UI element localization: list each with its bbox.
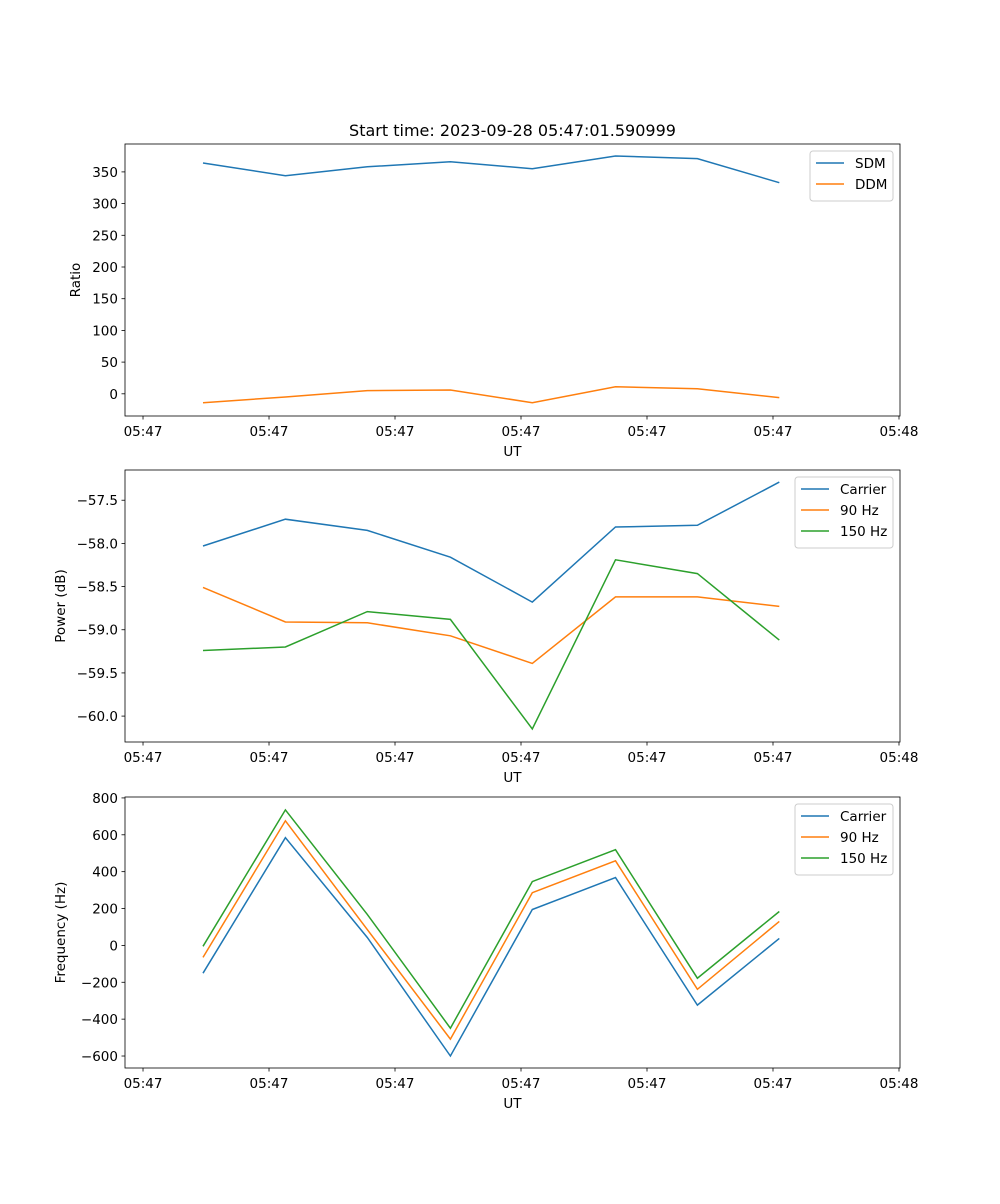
series-line-carrier xyxy=(202,481,780,604)
x-tick-label: 05:48 xyxy=(880,424,919,440)
series-line-sdm xyxy=(202,155,780,184)
x-tick-label: 05:47 xyxy=(376,750,415,766)
y-tick-label: 400 xyxy=(92,865,118,881)
chart-title: Start time: 2023-09-28 05:47:01.590999 xyxy=(349,121,676,140)
y-tick-label: 350 xyxy=(92,165,118,181)
y-tick-label: 250 xyxy=(92,228,118,244)
y-tick-label: 300 xyxy=(92,197,118,213)
x-tick-label: 05:47 xyxy=(754,1076,793,1092)
y-tick-label: 100 xyxy=(92,323,118,339)
x-axis-label: UT xyxy=(503,444,522,460)
y-tick-label: −59.0 xyxy=(77,623,118,639)
y-tick-label: −58.5 xyxy=(77,580,118,596)
series-line-150-hz xyxy=(202,558,780,731)
x-tick-label: 05:47 xyxy=(628,424,667,440)
y-tick-label: 150 xyxy=(92,292,118,308)
legend-label: SDM xyxy=(855,156,886,172)
axes-frame xyxy=(124,143,901,417)
legend-label: DDM xyxy=(855,177,887,193)
x-tick-label: 05:47 xyxy=(376,424,415,440)
y-axis-label: Power (dB) xyxy=(53,569,69,642)
x-tick-label: 05:47 xyxy=(250,1076,289,1092)
subplot-3: 05:47 05:47 05:47 05:47 05:47 05:47 05:48 −600 −… xyxy=(53,791,918,1112)
x-tick-label: 05:47 xyxy=(124,1076,163,1092)
x-tick-label: 05:47 xyxy=(124,424,163,440)
x-tick-label: 05:47 xyxy=(250,750,289,766)
subplot-2: 05:47 05:47 05:47 05:47 05:47 05:47 05:48 −60.0… xyxy=(53,469,919,786)
y-tick-label: 50 xyxy=(101,355,118,371)
y-tick-label: 600 xyxy=(92,828,118,844)
x-tick-label: 05:47 xyxy=(754,750,793,766)
x-tick-label: 05:47 xyxy=(628,1076,667,1092)
x-tick-label: 05:47 xyxy=(124,750,163,766)
series-line-ddm xyxy=(202,386,780,404)
x-tick-label: 05:47 xyxy=(502,424,541,440)
y-tick-label: −200 xyxy=(81,975,118,991)
x-tick-label: 05:47 xyxy=(250,424,289,440)
x-axis-label: UT xyxy=(503,770,522,786)
y-tick-label: −60.0 xyxy=(77,709,118,725)
y-tick-label: −400 xyxy=(81,1012,118,1028)
series-line-carrier xyxy=(202,836,780,1058)
y-tick-label: −58.0 xyxy=(77,536,118,552)
x-tick-label: 05:47 xyxy=(502,1076,541,1092)
subplot-1: 05:47 05:47 05:47 05:47 05:47 05:47 05:48 0 50 10… xyxy=(68,121,918,460)
series-line-150-hz xyxy=(202,808,780,1030)
series-line-90-hz xyxy=(202,819,780,1041)
y-tick-label: 800 xyxy=(92,791,118,807)
x-tick-label: 05:47 xyxy=(628,750,667,766)
legend-label: Carrier xyxy=(840,809,887,825)
y-tick-label: −59.5 xyxy=(77,666,118,682)
y-tick-label: 200 xyxy=(92,902,118,918)
legend-label: 90 Hz xyxy=(840,830,879,846)
legend: Carrier 90 Hz 150 Hz xyxy=(794,803,894,876)
y-axis-label: Ratio xyxy=(68,263,84,298)
x-tick-label: 05:47 xyxy=(376,1076,415,1092)
legend-label: 150 Hz xyxy=(840,851,887,867)
series-line-90-hz xyxy=(202,586,780,665)
y-tick-label: 200 xyxy=(92,260,118,276)
axes-frame xyxy=(124,469,901,743)
y-tick-label: 0 xyxy=(109,387,118,403)
y-axis-label: Frequency (Hz) xyxy=(53,882,69,984)
x-tick-label: 05:47 xyxy=(754,424,793,440)
y-tick-label: −57.5 xyxy=(77,493,118,509)
legend-label: 150 Hz xyxy=(840,524,887,540)
axes-frame xyxy=(124,796,901,1069)
x-axis-label: UT xyxy=(503,1096,522,1112)
x-tick-label: 05:47 xyxy=(502,750,541,766)
legend-label: Carrier xyxy=(840,482,887,498)
legend: SDM DDM xyxy=(809,150,894,202)
legend: Carrier 90 Hz 150 Hz xyxy=(794,476,894,549)
legend-label: 90 Hz xyxy=(840,503,879,519)
y-tick-label: 0 xyxy=(109,938,118,954)
x-tick-label: 05:48 xyxy=(880,750,919,766)
x-tick-label: 05:48 xyxy=(880,1076,919,1092)
y-tick-label: −600 xyxy=(81,1049,118,1065)
